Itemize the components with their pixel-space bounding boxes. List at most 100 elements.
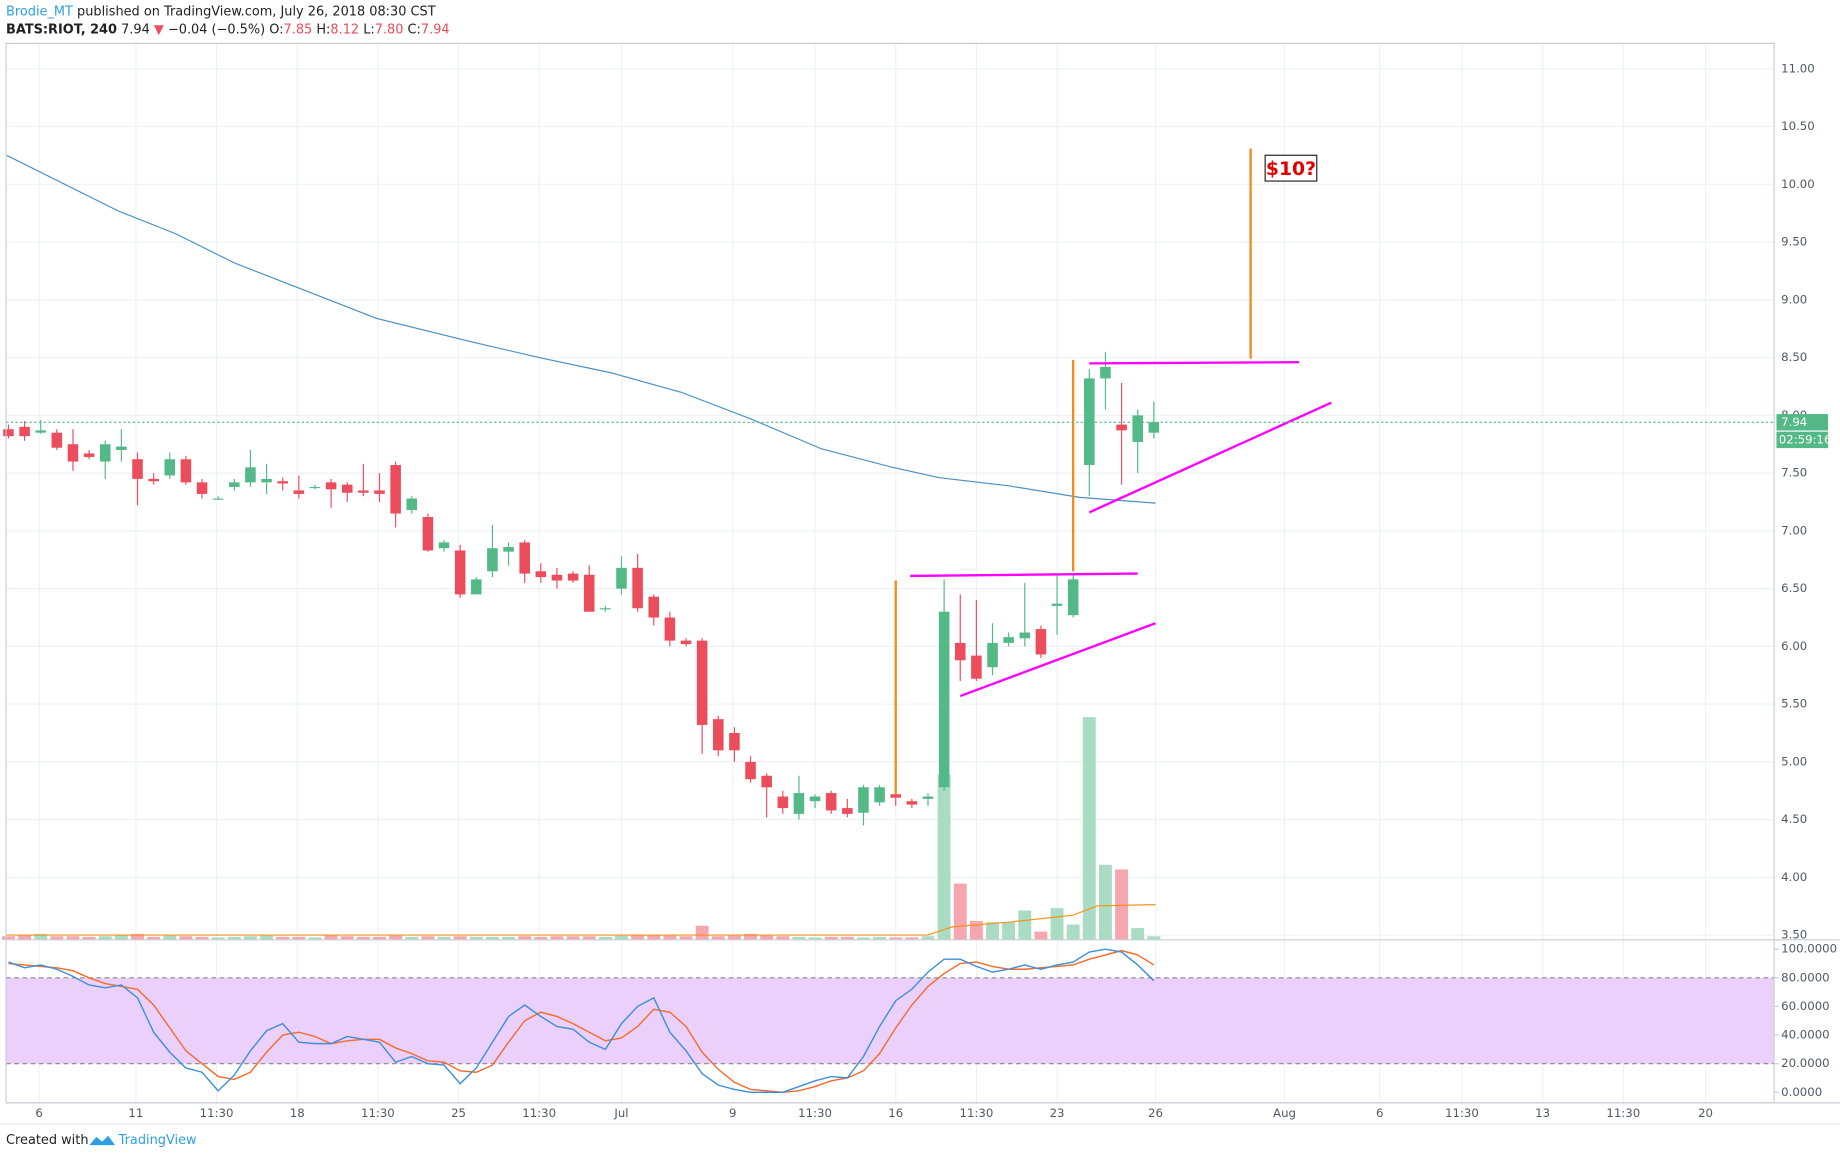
volume-bar: [1002, 922, 1016, 940]
volume-bar: [18, 935, 32, 940]
candle-body: [374, 490, 385, 494]
plot: 6 11 11:30 18 11:30 25 11:30 Jul 9 11:30 16 11:30 23…: [2, 43, 1837, 1120]
x-tick-label: 6: [1376, 1106, 1383, 1120]
volume-bar: [679, 936, 693, 940]
stoch-tick-label: 80.0000: [1781, 970, 1829, 984]
volume-bar: [534, 936, 548, 940]
candle-body: [858, 787, 869, 813]
volume-bar: [98, 936, 112, 940]
volume-bar: [1066, 924, 1080, 940]
x-tick-label: 26: [1148, 1106, 1163, 1120]
volume-bar: [615, 935, 628, 940]
candle-body: [164, 459, 176, 476]
arrow: ▼: [154, 22, 164, 37]
candle-body: [99, 444, 111, 462]
annotation-box: [1264, 154, 1318, 182]
volume-bar: [969, 921, 983, 940]
candle-body: [922, 796, 934, 799]
candle-body: [567, 573, 579, 581]
candle-body: [229, 482, 240, 487]
stoch-tick-label: 0.0000: [1781, 1085, 1822, 1099]
volume-bar: [518, 936, 532, 940]
candle-body: [761, 775, 772, 788]
candle-body: [180, 459, 192, 483]
candle-body: [83, 453, 95, 457]
volume-bar: [227, 936, 241, 940]
candle-body: [696, 640, 708, 725]
y-tick-label: 10.00: [1781, 177, 1815, 191]
candle-body: [616, 567, 627, 589]
volume-bar: [953, 883, 967, 940]
x-tick-label: Aug: [1273, 1106, 1296, 1120]
candle-body: [632, 567, 643, 609]
candle-body: [551, 574, 563, 581]
volume-bar: [50, 936, 64, 940]
c-label: C:: [408, 22, 421, 37]
volume-bar: [1098, 864, 1112, 940]
symbol: BATS:RIOT, 240: [6, 22, 117, 37]
y-tick-label: 11.00: [1781, 61, 1815, 75]
x-tick-label: Jul: [613, 1106, 628, 1120]
volume-bar: [389, 935, 403, 940]
volume-bar: [131, 933, 144, 940]
volume-bar: [453, 936, 467, 940]
volume-bar: [744, 933, 757, 940]
footer-logo: [89, 1135, 116, 1146]
volume-bar: [1050, 908, 1064, 940]
candle-body: [341, 484, 353, 493]
volume-bar: [598, 936, 612, 940]
candle-body: [535, 571, 547, 578]
trend-line: [1088, 401, 1332, 514]
volume-bar: [566, 936, 580, 940]
l: 7.80: [375, 22, 404, 37]
volume-bar: [437, 936, 451, 940]
y-tick-label: 10.50: [1781, 119, 1815, 133]
volume-ma: [6, 904, 1156, 936]
volume-bar: [292, 936, 306, 940]
c: 7.94: [421, 22, 450, 37]
stoch-tick-label: 20.0000: [1781, 1056, 1829, 1070]
candle-body: [471, 579, 482, 595]
y-tick-label: 9.00: [1781, 292, 1807, 306]
trend-line: [959, 622, 1156, 698]
candle-body: [648, 596, 660, 618]
candle-body: [196, 482, 208, 494]
y-tick-label: 7.50: [1781, 466, 1807, 480]
candle-body: [51, 432, 63, 448]
candle-body: [293, 490, 305, 494]
candle-body: [1051, 603, 1063, 606]
volume-bar: [857, 937, 870, 940]
o: 7.85: [284, 22, 313, 37]
y-tick-label: 9.50: [1781, 235, 1807, 249]
candle-body: [212, 498, 224, 500]
y-tick-label: 5.50: [1781, 697, 1807, 711]
volume-bar: [776, 936, 790, 940]
author[interactable]: Brodie_MT: [6, 4, 73, 19]
volume-bar: [179, 936, 193, 940]
x-tick-label: 11:30: [1606, 1106, 1640, 1120]
candle-body: [712, 719, 724, 751]
candle-body: [1148, 422, 1160, 433]
volume-bar: [276, 936, 290, 940]
candle-body: [487, 548, 498, 572]
footer-brand[interactable]: TradingView: [118, 1133, 197, 1148]
candle-body: [454, 550, 466, 595]
volume-bar: [711, 936, 725, 940]
volume-bar: [550, 936, 564, 940]
candle-body: [777, 796, 789, 809]
x-tick-label: 11:30: [959, 1106, 993, 1120]
candle-body: [519, 542, 530, 574]
candle-body: [793, 793, 805, 814]
volume-bar: [1115, 869, 1129, 940]
x-tick-label: 25: [451, 1106, 466, 1120]
volume-bar: [324, 935, 338, 940]
volume-bar: [631, 935, 645, 940]
volume-bar: [824, 936, 838, 940]
stoch-tick-label: 60.0000: [1781, 999, 1829, 1013]
candle-body: [664, 617, 676, 641]
y-tick-label: 4.50: [1781, 812, 1807, 826]
volume-bar: [243, 936, 257, 940]
volume-bar: [66, 936, 80, 940]
candle-body: [1019, 632, 1031, 639]
